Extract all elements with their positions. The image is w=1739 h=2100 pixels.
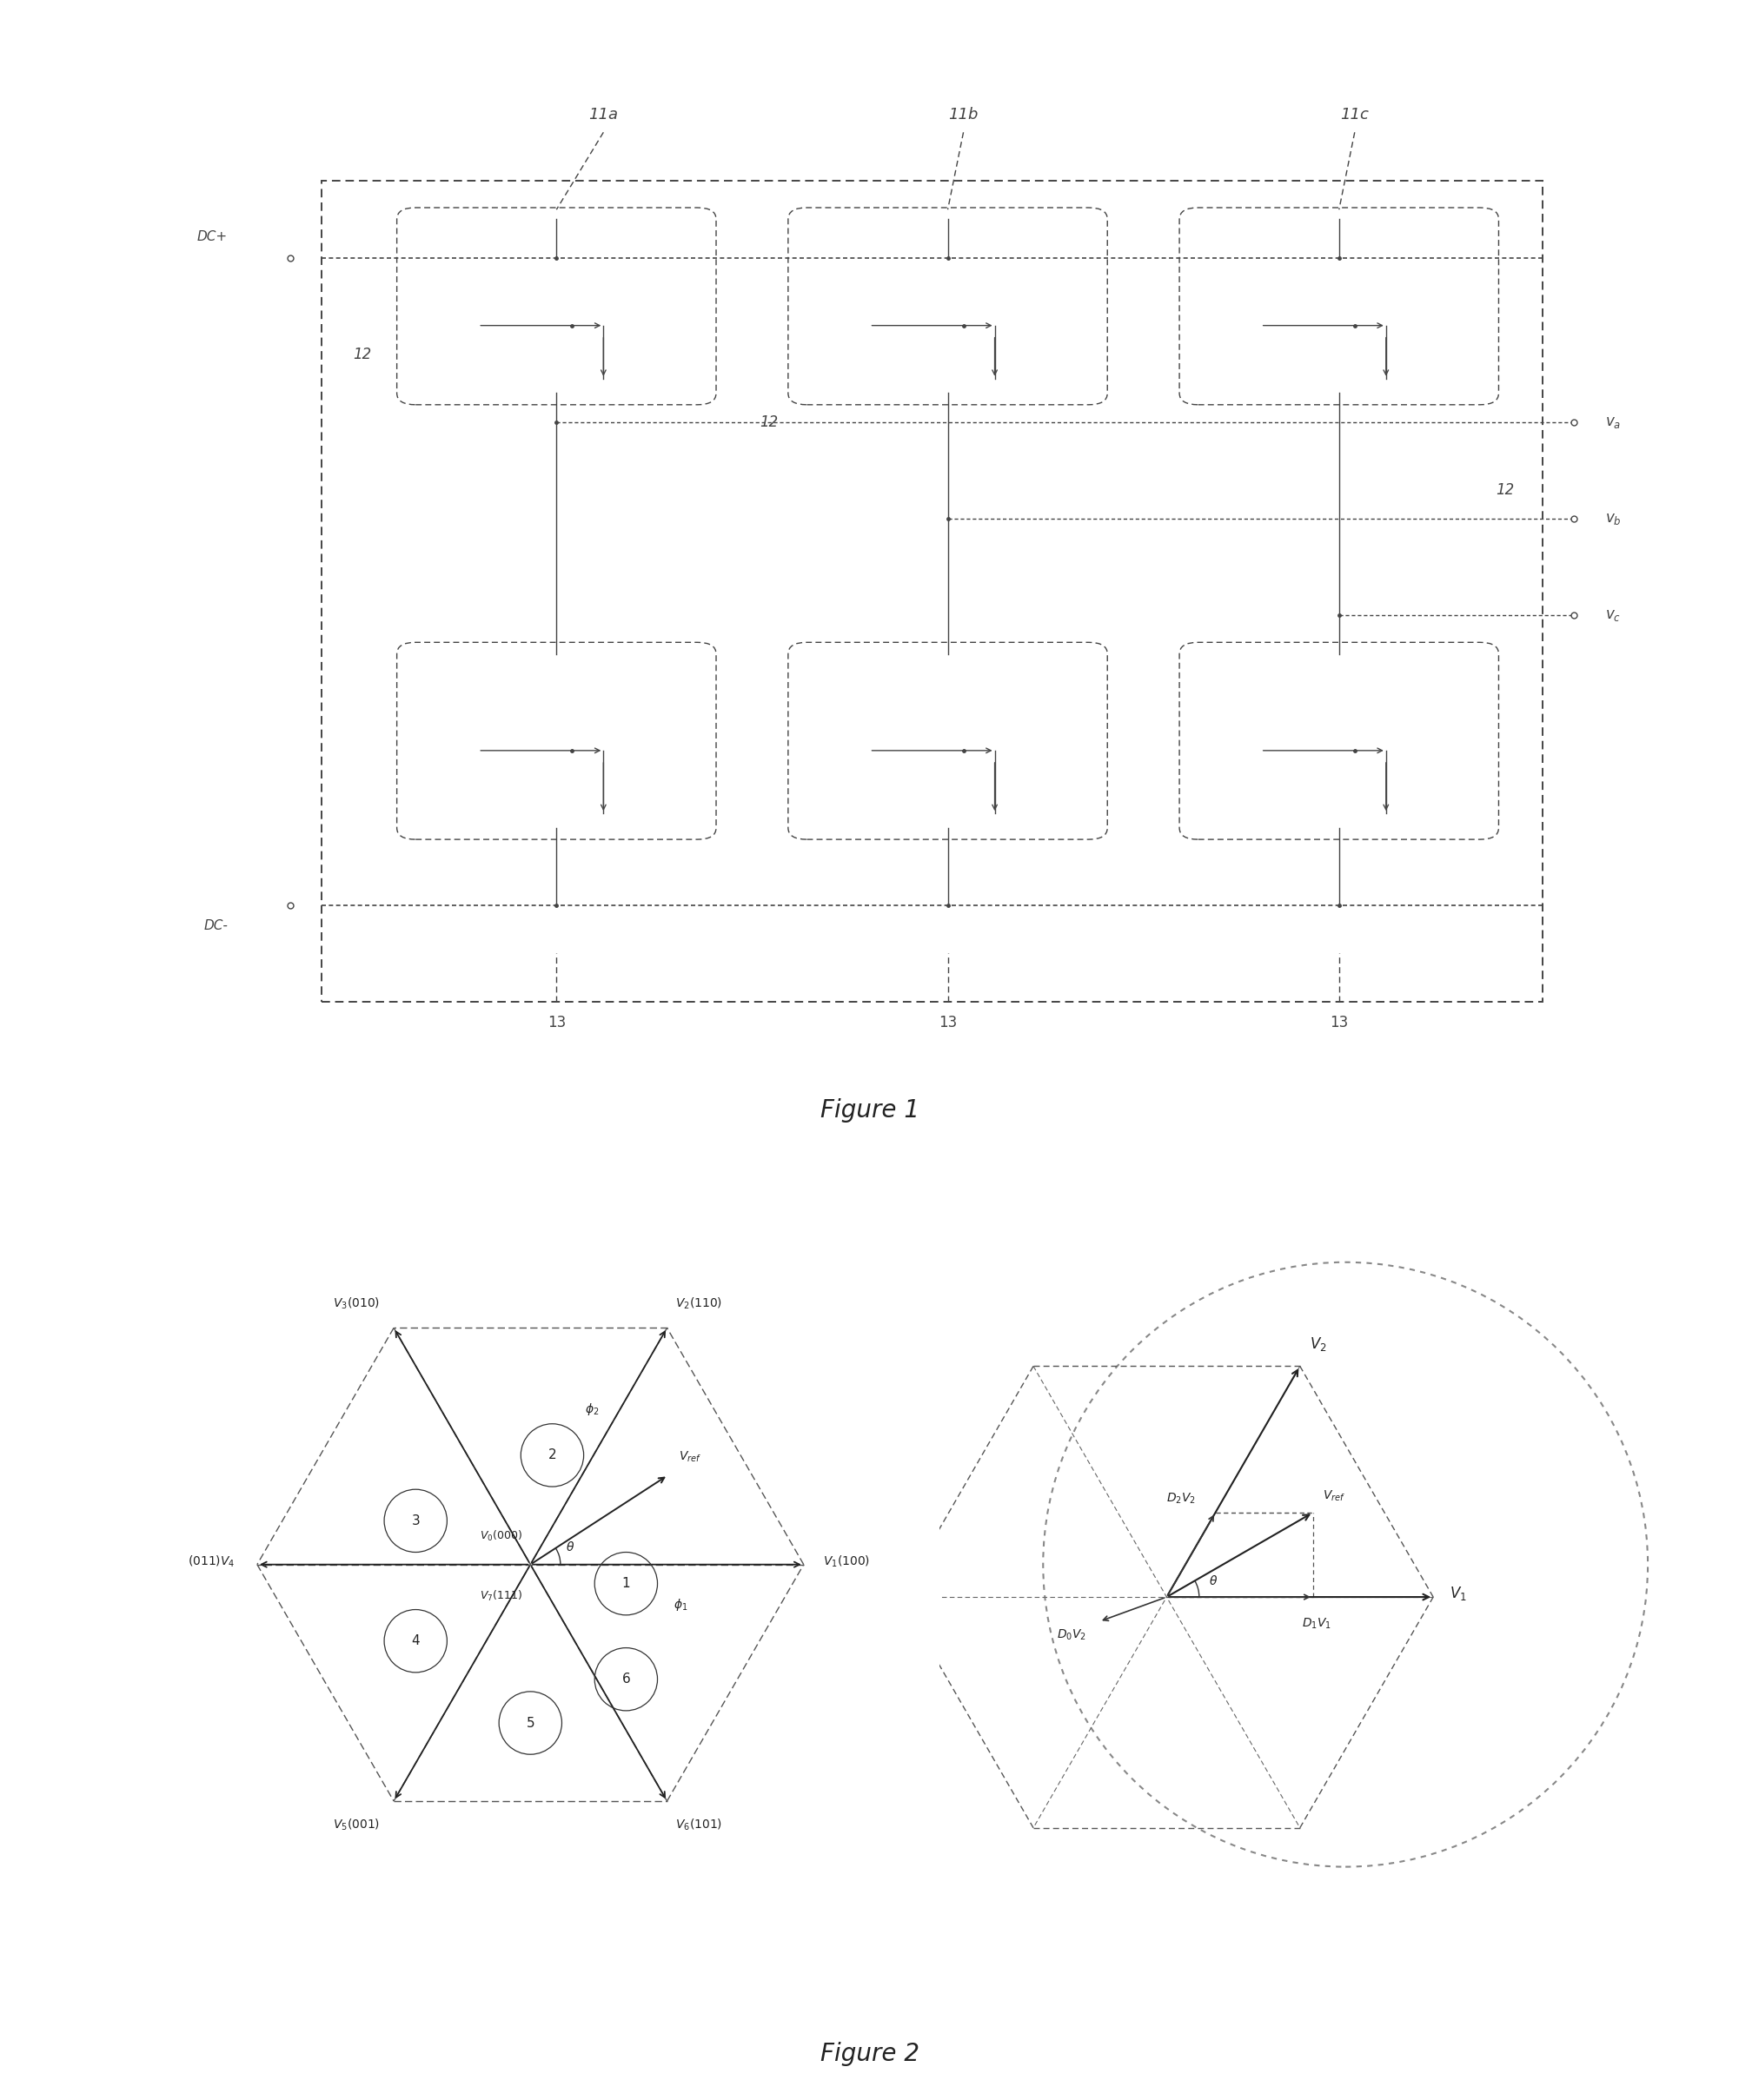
Text: DC+: DC+ — [197, 231, 228, 244]
Text: Figure 1: Figure 1 — [821, 1098, 918, 1124]
Text: 11c: 11c — [1341, 107, 1369, 122]
Text: $V_0(000)$: $V_0(000)$ — [480, 1529, 522, 1544]
Text: $V_5(001)$: $V_5(001)$ — [334, 1816, 381, 1833]
Text: $v_c$: $v_c$ — [1605, 607, 1621, 624]
Text: 6: 6 — [623, 1674, 630, 1686]
Text: 13: 13 — [548, 1014, 565, 1031]
Text: 4: 4 — [412, 1634, 419, 1649]
Text: $V_1$: $V_1$ — [1450, 1586, 1466, 1602]
Text: 12: 12 — [1496, 481, 1515, 498]
Text: 5: 5 — [527, 1716, 534, 1730]
Text: $v_a$: $v_a$ — [1605, 414, 1621, 430]
Text: 12: 12 — [760, 414, 779, 430]
Text: $V_{ref}$: $V_{ref}$ — [678, 1449, 701, 1464]
Text: $V_{ref}$: $V_{ref}$ — [1323, 1489, 1346, 1504]
Text: $\phi_2$: $\phi_2$ — [584, 1401, 600, 1418]
Text: DC-: DC- — [203, 920, 228, 932]
Text: 12: 12 — [353, 346, 372, 363]
Text: $V_2$: $V_2$ — [1309, 1336, 1327, 1352]
Text: 13: 13 — [1330, 1014, 1348, 1031]
Text: $D_0V_2$: $D_0V_2$ — [1057, 1627, 1087, 1642]
Text: 2: 2 — [548, 1449, 556, 1462]
Text: 11a: 11a — [590, 107, 617, 122]
Text: $V_7(111)$: $V_7(111)$ — [480, 1590, 522, 1602]
Text: 11b: 11b — [948, 107, 979, 122]
Bar — [322, 181, 1542, 1002]
Text: $V_1(100)$: $V_1(100)$ — [823, 1554, 870, 1569]
Text: $D_2V_2$: $D_2V_2$ — [1167, 1491, 1196, 1506]
Text: $\phi_1$: $\phi_1$ — [673, 1598, 689, 1613]
Text: $v_b$: $v_b$ — [1605, 510, 1621, 527]
Text: 13: 13 — [939, 1014, 956, 1031]
Text: $(011)V_4$: $(011)V_4$ — [188, 1554, 235, 1569]
Text: $V_2(110)$: $V_2(110)$ — [675, 1296, 722, 1312]
Text: 1: 1 — [623, 1577, 630, 1590]
Text: $V_6(101)$: $V_6(101)$ — [675, 1816, 722, 1833]
Text: $V_3(010)$: $V_3(010)$ — [334, 1296, 381, 1312]
Text: $\theta$: $\theta$ — [1209, 1575, 1217, 1588]
Text: 3: 3 — [412, 1514, 419, 1527]
Text: Figure 2: Figure 2 — [821, 2041, 918, 2066]
Text: $D_1V_1$: $D_1V_1$ — [1301, 1617, 1330, 1632]
Text: $\theta$: $\theta$ — [565, 1541, 576, 1554]
